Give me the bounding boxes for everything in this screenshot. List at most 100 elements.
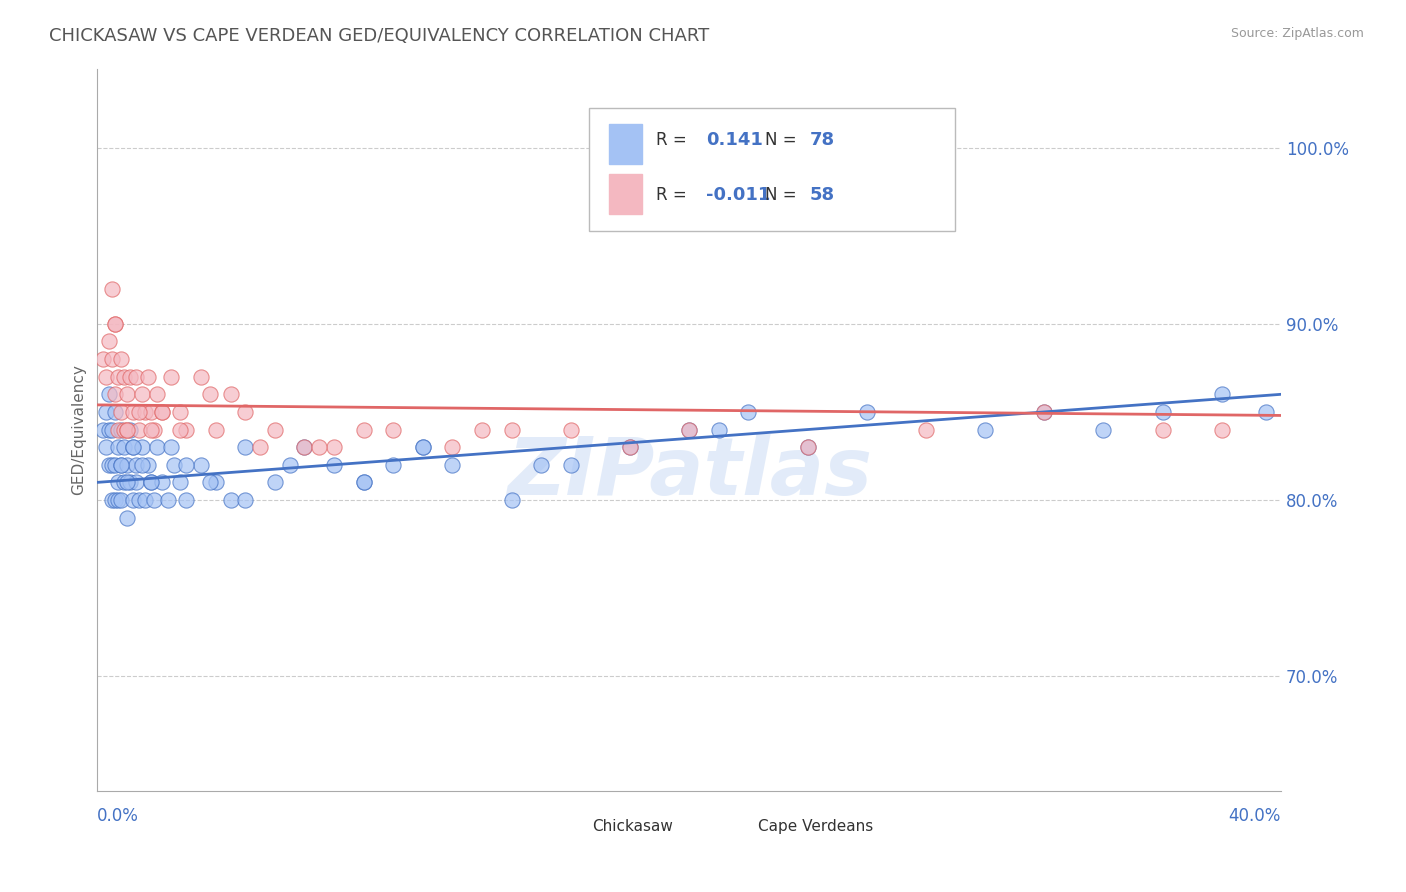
- Point: [121, 440, 143, 454]
- Point: [412, 440, 434, 454]
- Y-axis label: GED/Equivalency: GED/Equivalency: [72, 364, 86, 495]
- Point: [204, 475, 226, 490]
- Point: [110, 423, 132, 437]
- Point: [101, 423, 124, 437]
- Point: [219, 493, 242, 508]
- Point: [412, 440, 434, 454]
- Text: 0.141: 0.141: [706, 130, 762, 149]
- Point: [163, 458, 186, 472]
- Point: [1211, 387, 1233, 401]
- Point: [121, 493, 143, 508]
- Point: [128, 493, 150, 508]
- Point: [198, 387, 221, 401]
- Text: 78: 78: [810, 130, 835, 149]
- Point: [96, 440, 118, 454]
- Point: [323, 458, 346, 472]
- Point: [1211, 423, 1233, 437]
- Point: [142, 493, 165, 508]
- FancyBboxPatch shape: [589, 108, 956, 231]
- Point: [441, 440, 464, 454]
- Point: [139, 475, 162, 490]
- Bar: [553, 816, 582, 838]
- Point: [707, 423, 730, 437]
- Point: [249, 440, 271, 454]
- Text: CHICKASAW VS CAPE VERDEAN GED/EQUIVALENCY CORRELATION CHART: CHICKASAW VS CAPE VERDEAN GED/EQUIVALENC…: [49, 27, 710, 45]
- Point: [501, 423, 523, 437]
- Point: [308, 440, 330, 454]
- Point: [152, 475, 174, 490]
- Point: [1256, 405, 1278, 419]
- Point: [174, 423, 197, 437]
- Point: [125, 369, 148, 384]
- Point: [131, 458, 153, 472]
- Point: [107, 369, 129, 384]
- Text: N =: N =: [765, 130, 797, 149]
- Point: [128, 405, 150, 419]
- Point: [382, 423, 405, 437]
- Point: [98, 458, 121, 472]
- Point: [110, 493, 132, 508]
- Point: [115, 458, 138, 472]
- Point: [128, 423, 150, 437]
- Point: [104, 405, 127, 419]
- Point: [115, 510, 138, 524]
- Point: [1033, 405, 1056, 419]
- Point: [104, 387, 127, 401]
- Point: [174, 458, 197, 472]
- Point: [501, 493, 523, 508]
- Point: [1033, 405, 1056, 419]
- Point: [131, 440, 153, 454]
- Point: [110, 352, 132, 367]
- Point: [737, 405, 759, 419]
- Point: [233, 493, 256, 508]
- Point: [353, 475, 375, 490]
- Point: [112, 475, 135, 490]
- Point: [101, 352, 124, 367]
- Point: [115, 475, 138, 490]
- Point: [107, 440, 129, 454]
- Point: [157, 493, 180, 508]
- Point: [974, 423, 997, 437]
- Point: [107, 423, 129, 437]
- Bar: [718, 816, 748, 838]
- Text: ZIPatlas: ZIPatlas: [506, 434, 872, 512]
- Point: [145, 440, 167, 454]
- Point: [101, 282, 124, 296]
- Bar: [609, 124, 641, 164]
- Point: [530, 458, 553, 472]
- Point: [115, 423, 138, 437]
- Point: [136, 458, 159, 472]
- Point: [96, 405, 118, 419]
- Point: [107, 493, 129, 508]
- Point: [118, 475, 141, 490]
- Point: [560, 458, 582, 472]
- Point: [796, 440, 818, 454]
- Point: [855, 405, 877, 419]
- Point: [382, 458, 405, 472]
- Point: [353, 423, 375, 437]
- Point: [121, 405, 143, 419]
- Point: [678, 423, 700, 437]
- Point: [112, 369, 135, 384]
- Point: [91, 423, 114, 437]
- Point: [441, 458, 464, 472]
- Point: [104, 493, 127, 508]
- Text: N =: N =: [765, 186, 797, 204]
- Point: [160, 369, 183, 384]
- Point: [115, 387, 138, 401]
- Point: [136, 369, 159, 384]
- Point: [619, 440, 641, 454]
- Point: [190, 369, 212, 384]
- Point: [1152, 405, 1174, 419]
- Point: [125, 475, 148, 490]
- Point: [112, 440, 135, 454]
- Point: [323, 440, 346, 454]
- Point: [107, 475, 129, 490]
- Point: [104, 458, 127, 472]
- Text: R =: R =: [657, 186, 686, 204]
- Point: [169, 423, 191, 437]
- Point: [294, 440, 316, 454]
- Point: [101, 493, 124, 508]
- Text: 58: 58: [810, 186, 835, 204]
- Point: [118, 369, 141, 384]
